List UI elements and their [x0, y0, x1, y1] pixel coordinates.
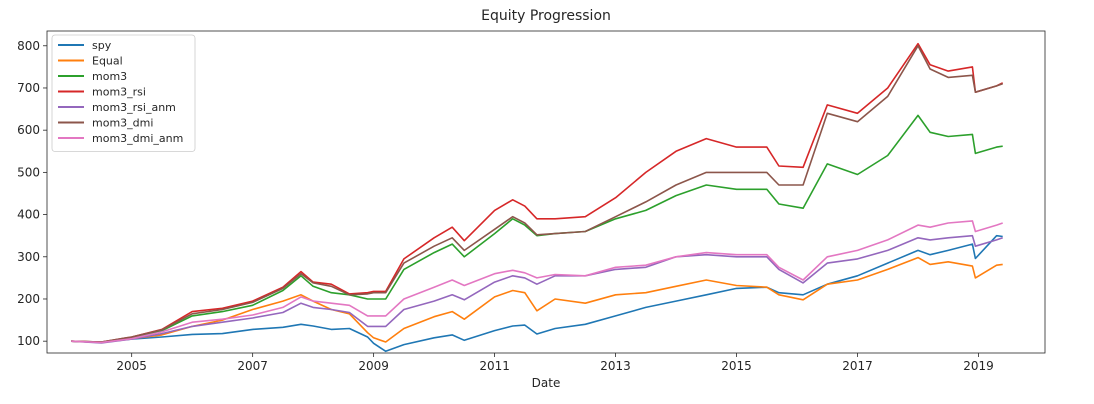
series-line-mom3 — [71, 114, 1003, 343]
x-tick-label: 2019 — [963, 359, 994, 373]
legend-label: mom3_dmi_anm — [92, 132, 183, 145]
series-line-mom3-rsi — [71, 42, 1004, 343]
legend: spy Equal mom3 mom3_rsi mom3_rsi_anm mom3_dmi… — [51, 34, 196, 152]
x-tick-label: 2009 — [358, 359, 389, 373]
y-tick-label: 600 — [17, 123, 40, 137]
y-tick-label: 300 — [17, 250, 40, 264]
legend-label: mom3 — [92, 70, 127, 83]
series-layer — [71, 42, 1004, 353]
y-tick-label: 100 — [17, 334, 40, 348]
legend-label: mom3_rsi_anm — [92, 101, 176, 114]
chart-title: Equity Progression — [481, 8, 611, 24]
y-tick-label: 400 — [17, 208, 40, 222]
legend-label: mom3_dmi — [92, 117, 153, 130]
series-line-mom3-dmi — [71, 45, 1003, 343]
y-tick-label: 700 — [17, 81, 40, 95]
series-line-Equal — [71, 256, 1003, 344]
series-line-spy — [71, 234, 1003, 353]
legend-label: mom3_rsi — [92, 86, 146, 99]
legend-label: Equal — [92, 55, 123, 68]
legend-label: spy — [92, 39, 112, 52]
x-tick-label: 2007 — [237, 359, 268, 373]
axis-ticks: 2005 2007 2009 2011 2013 2015 2017 2019 100 200 30… — [17, 39, 994, 373]
series-line-mom3-rsi-anm — [71, 234, 1003, 344]
x-tick-label: 2011 — [479, 359, 510, 373]
y-tick-label: 200 — [17, 292, 40, 306]
plot-frame — [46, 30, 1046, 354]
x-tick-label: 2013 — [600, 359, 631, 373]
x-axis-label: Date — [532, 376, 561, 390]
x-tick-label: 2015 — [721, 359, 752, 373]
x-tick-label: 2005 — [116, 359, 147, 373]
y-tick-label: 500 — [17, 165, 40, 179]
legend-box — [51, 34, 196, 152]
x-tick-label: 2017 — [842, 359, 873, 373]
series-line-mom3-dmi-anm — [71, 220, 1003, 344]
y-tick-label: 800 — [17, 39, 40, 53]
